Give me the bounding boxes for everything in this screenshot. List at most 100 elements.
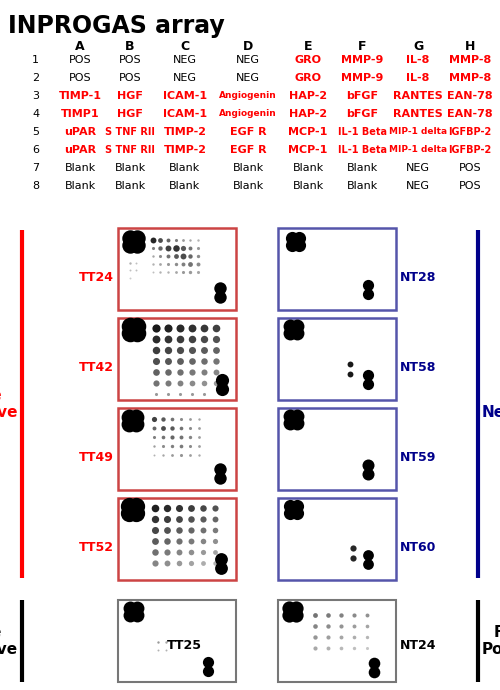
Text: 7: 7	[32, 163, 39, 173]
Point	[164, 235, 172, 246]
Point	[218, 375, 226, 386]
Point	[199, 524, 207, 535]
Point	[337, 609, 345, 620]
Point	[188, 355, 196, 366]
Text: MCP-1: MCP-1	[288, 145, 328, 155]
Point	[126, 602, 134, 613]
Text: NEG: NEG	[236, 73, 260, 83]
Point	[187, 513, 195, 524]
Text: TIMP-1: TIMP-1	[58, 91, 102, 101]
Point	[132, 257, 140, 268]
Text: NEG: NEG	[406, 181, 430, 191]
Text: MIP-1 delta: MIP-1 delta	[389, 127, 447, 136]
Text: TT42: TT42	[79, 361, 114, 374]
Point	[346, 359, 354, 370]
Point	[200, 355, 208, 366]
Point	[133, 602, 141, 613]
Point	[199, 513, 207, 524]
Point	[164, 344, 172, 355]
Point	[194, 250, 202, 262]
Point	[154, 644, 162, 656]
Point	[172, 242, 180, 253]
Text: Blank: Blank	[64, 163, 96, 173]
Point	[133, 320, 141, 331]
Text: POS: POS	[68, 55, 92, 65]
Point	[212, 333, 220, 344]
Point	[172, 266, 180, 277]
Point	[175, 535, 183, 546]
Point	[293, 320, 301, 331]
Point	[187, 558, 195, 569]
Text: MMP-9: MMP-9	[341, 73, 383, 83]
Bar	[278, 228, 396, 310]
Point	[186, 250, 194, 262]
Point	[186, 266, 194, 277]
Point	[126, 233, 134, 244]
Text: Blank: Blank	[170, 181, 200, 191]
Text: uPAR: uPAR	[64, 145, 96, 155]
Point	[204, 656, 212, 667]
Point	[149, 242, 157, 253]
Point	[176, 388, 184, 400]
Point	[337, 642, 345, 653]
Text: POS: POS	[118, 55, 142, 65]
Point	[186, 413, 194, 424]
Point	[125, 411, 133, 422]
Text: D: D	[243, 40, 253, 53]
Text: A: A	[75, 40, 85, 53]
Point	[168, 449, 176, 460]
Text: NT60: NT60	[400, 541, 436, 553]
Point	[211, 535, 219, 546]
Point	[176, 333, 184, 344]
Point	[177, 422, 185, 433]
Point	[132, 411, 140, 422]
Point	[168, 431, 176, 442]
Point	[212, 322, 220, 333]
Text: True
Positive: True Positive	[0, 388, 18, 420]
Point	[200, 388, 208, 400]
Text: Angiogenin: Angiogenin	[219, 109, 277, 118]
Text: RANTES: RANTES	[393, 109, 443, 119]
Text: Blank: Blank	[346, 163, 378, 173]
Point	[187, 524, 195, 535]
Point	[176, 366, 184, 377]
Point	[350, 609, 358, 620]
Point	[163, 558, 171, 569]
Point	[126, 264, 134, 275]
Point	[194, 266, 202, 277]
Text: S TNF RII: S TNF RII	[105, 145, 155, 155]
Point	[293, 411, 301, 422]
Point	[188, 377, 196, 388]
Point	[186, 242, 194, 253]
Point	[176, 344, 184, 355]
Point	[211, 513, 219, 524]
Text: MMP-8: MMP-8	[449, 55, 491, 65]
Point	[211, 524, 219, 535]
Point	[163, 502, 171, 513]
Point	[292, 609, 300, 620]
Point	[293, 417, 301, 428]
Bar	[278, 408, 396, 490]
Point	[188, 366, 196, 377]
Point	[125, 507, 133, 518]
Text: 5: 5	[32, 127, 39, 137]
Point	[159, 449, 167, 460]
Point	[311, 631, 319, 642]
Point	[164, 388, 172, 400]
Point	[175, 524, 183, 535]
Point	[164, 333, 172, 344]
Text: IGFBP-2: IGFBP-2	[448, 145, 492, 155]
Point	[154, 636, 162, 647]
Text: POS: POS	[458, 163, 481, 173]
Point	[132, 507, 140, 518]
Text: IL-1 Beta: IL-1 Beta	[338, 127, 386, 137]
Point	[152, 355, 160, 366]
Text: TT24: TT24	[79, 270, 114, 284]
Point	[186, 449, 194, 460]
Text: bFGF: bFGF	[346, 109, 378, 119]
Text: G: G	[413, 40, 423, 53]
Point	[177, 449, 185, 460]
Point	[164, 266, 172, 277]
Point	[188, 388, 196, 400]
Point	[293, 500, 301, 511]
